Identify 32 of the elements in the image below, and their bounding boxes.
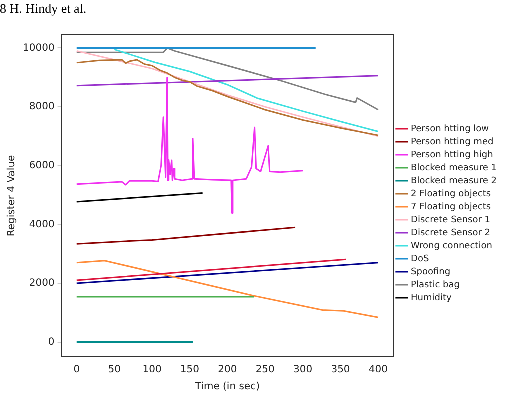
legend-label: DoS	[411, 254, 430, 264]
legend-label: Discrete Sensor 2	[411, 228, 491, 238]
y-tick-label: 8000	[29, 102, 55, 113]
x-tick-label: 0	[74, 364, 80, 376]
x-tick-label: 350	[331, 364, 350, 376]
legend-label: Wrong connection	[411, 241, 492, 252]
legend-label: Person htting high	[411, 150, 494, 160]
legend-label: Plastic bag	[411, 280, 460, 290]
legend-label: Person htting low	[411, 124, 490, 134]
legend-label: 2 Floating objects	[411, 189, 492, 200]
y-tick-label: 0	[48, 336, 55, 348]
legend-label: Humidity	[411, 293, 453, 304]
x-tick-label: 150	[180, 364, 200, 376]
legend-label: Blocked measure 1	[411, 163, 498, 174]
legend-label: 7 Floating objects	[411, 202, 492, 212]
y-tick-label: 6000	[29, 160, 55, 172]
y-axis-title: Register 4 Value	[6, 155, 18, 237]
legend-label: Discrete Sensor 1	[411, 215, 491, 226]
x-tick-label: 200	[218, 364, 238, 376]
x-tick-label: 100	[142, 364, 162, 376]
x-axis-title: Time (in sec)	[194, 382, 260, 393]
legend-label: Blocked measure 2	[411, 176, 498, 186]
text: 8 H. Hindy et al.	[0, 1, 87, 16]
y-tick-label: 4000	[29, 219, 55, 230]
legend-label: Person htting med	[411, 137, 494, 148]
x-tick-label: 400	[368, 364, 388, 376]
x-tick-label: 250	[256, 364, 275, 376]
y-tick-label: 2000	[29, 278, 55, 290]
x-tick-label: 300	[294, 364, 313, 376]
x-tick-label: 50	[108, 364, 121, 376]
legend-label: Spoofing	[411, 267, 451, 278]
y-tick-label: 10000	[23, 42, 55, 54]
